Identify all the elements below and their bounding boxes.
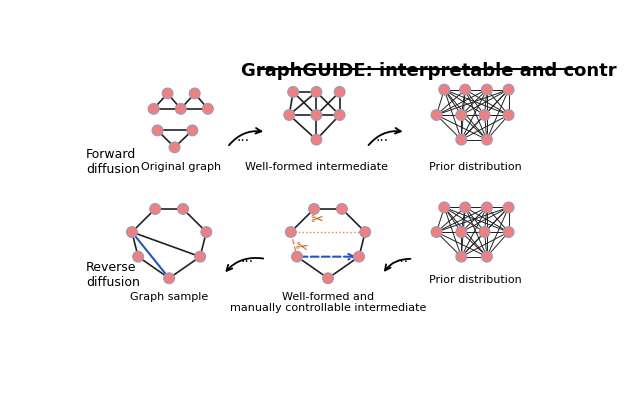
Circle shape	[481, 135, 492, 146]
Circle shape	[311, 110, 322, 121]
Circle shape	[460, 85, 470, 96]
Text: ...: ...	[395, 250, 408, 264]
Circle shape	[439, 85, 450, 96]
Circle shape	[148, 104, 159, 115]
Circle shape	[164, 273, 175, 284]
Circle shape	[503, 227, 514, 238]
Circle shape	[323, 273, 333, 284]
Circle shape	[311, 87, 322, 98]
Circle shape	[456, 227, 467, 238]
Circle shape	[175, 104, 186, 115]
Text: ...: ...	[240, 250, 253, 264]
Text: ...: ...	[236, 130, 250, 144]
Circle shape	[127, 227, 138, 238]
Circle shape	[479, 227, 490, 238]
Circle shape	[202, 104, 213, 115]
Text: Graph sample: Graph sample	[130, 291, 208, 301]
Text: ✂: ✂	[310, 212, 323, 227]
Circle shape	[187, 126, 198, 136]
Circle shape	[195, 252, 205, 262]
Circle shape	[189, 89, 200, 99]
Circle shape	[178, 204, 189, 215]
Circle shape	[292, 252, 303, 262]
Text: Forward
diffusion: Forward diffusion	[86, 148, 140, 176]
Circle shape	[503, 203, 514, 213]
Circle shape	[503, 85, 514, 96]
Circle shape	[132, 252, 143, 262]
Circle shape	[201, 227, 212, 238]
Text: Prior distribution: Prior distribution	[429, 162, 522, 172]
Circle shape	[162, 89, 173, 99]
Circle shape	[431, 227, 442, 238]
Circle shape	[503, 110, 514, 121]
Circle shape	[284, 110, 294, 121]
Circle shape	[308, 204, 319, 215]
Circle shape	[456, 135, 467, 146]
Text: Well-formed intermediate: Well-formed intermediate	[245, 162, 388, 172]
Circle shape	[152, 126, 163, 136]
Circle shape	[481, 203, 492, 213]
Text: Prior distribution: Prior distribution	[429, 275, 522, 285]
Text: Reverse
diffusion: Reverse diffusion	[86, 261, 140, 289]
Circle shape	[456, 252, 467, 262]
Circle shape	[439, 203, 450, 213]
Circle shape	[456, 110, 467, 121]
Text: ✂: ✂	[292, 237, 309, 255]
Circle shape	[479, 110, 490, 121]
Circle shape	[337, 204, 348, 215]
Circle shape	[481, 252, 492, 262]
Circle shape	[353, 252, 364, 262]
Circle shape	[360, 227, 371, 238]
Circle shape	[288, 87, 298, 98]
Text: GraphGUIDE: interpretable and contr: GraphGUIDE: interpretable and contr	[241, 62, 616, 80]
Text: Original graph: Original graph	[141, 162, 221, 172]
Circle shape	[431, 110, 442, 121]
Circle shape	[481, 85, 492, 96]
Circle shape	[334, 87, 345, 98]
Text: Well-formed and
manually controllable intermediate: Well-formed and manually controllable in…	[230, 291, 426, 312]
Circle shape	[169, 143, 180, 153]
Circle shape	[334, 110, 345, 121]
Circle shape	[150, 204, 161, 215]
Circle shape	[460, 203, 470, 213]
Circle shape	[311, 135, 322, 146]
Circle shape	[285, 227, 296, 238]
Text: ...: ...	[376, 130, 389, 144]
